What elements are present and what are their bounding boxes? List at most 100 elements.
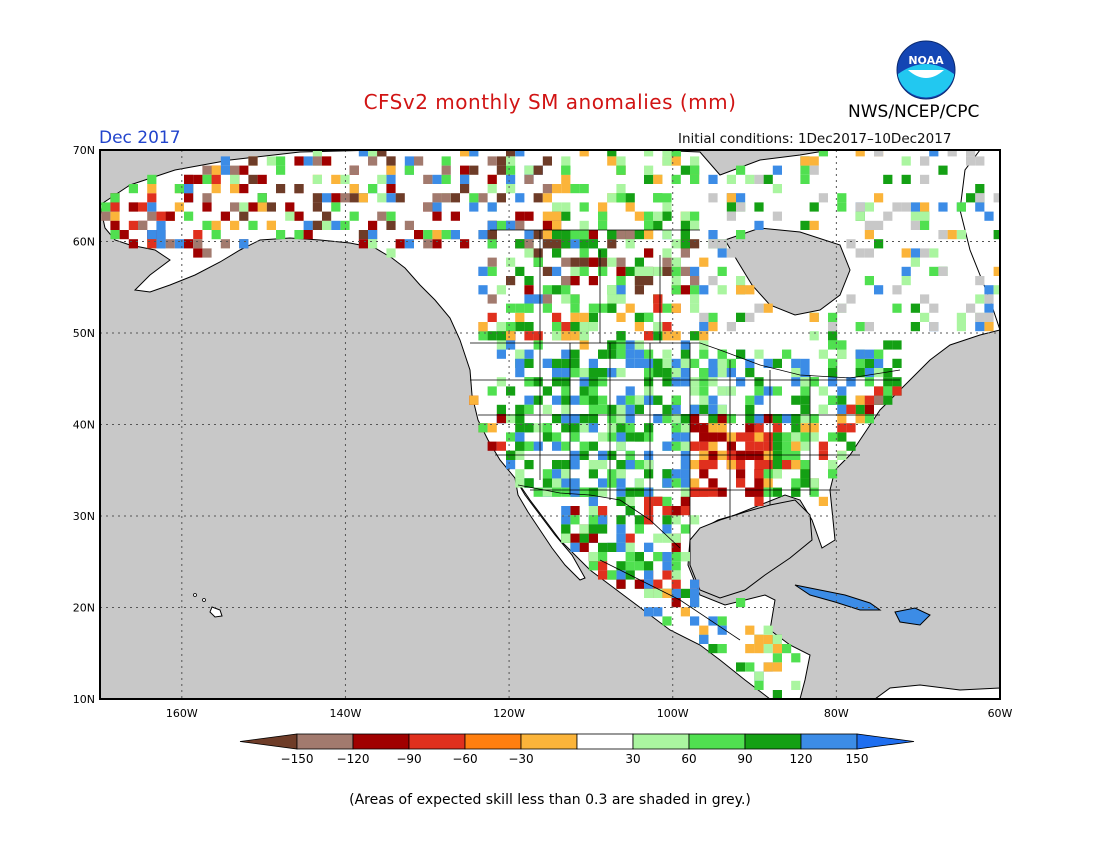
anomaly-cell [800,460,810,470]
anomaly-cell [552,441,562,451]
anomaly-cell [515,432,525,442]
anomaly-cell [671,276,681,286]
anomaly-cell [128,220,138,230]
anomaly-cell [855,322,865,332]
hudson-bay [724,227,851,316]
anomaly-cell [837,349,847,359]
anomaly-cell [515,312,525,322]
anomaly-cell [478,423,488,433]
anomaly-cell [772,358,782,368]
anomaly-cell [956,202,966,212]
land-baja-california [514,477,586,581]
anomaly-cell [680,248,690,258]
anomaly-cell [533,257,543,267]
colorbar-tick-label: 90 [737,752,752,766]
anomaly-cell [920,211,930,221]
anomaly-cell [680,165,690,175]
anomaly-cell [110,211,120,221]
anomaly-cell [570,432,580,442]
anomaly-cell [644,542,654,552]
anomaly-cell [662,202,672,212]
anomaly-cell [699,432,709,442]
anomaly-cell [800,174,810,184]
anomaly-cell [598,220,608,230]
anomaly-cell [570,184,580,194]
anomaly-cell [828,395,838,405]
anomaly-cell [552,211,562,221]
anomaly-cell [864,276,874,286]
anomaly-cell [542,156,552,166]
latitude-label: 10N [73,693,95,706]
anomaly-cell [690,598,700,608]
anomaly-cell [515,358,525,368]
anomaly-cell [598,266,608,276]
anomaly-cell [561,174,571,184]
anomaly-cell [174,184,184,194]
anomaly-cell [515,211,525,221]
latitude-labels: 70N 60N 50N 40N 30N 20N 10N [73,144,95,706]
anomaly-cell [699,404,709,414]
anomaly-cell [598,515,608,525]
anomaly-cell [625,432,635,442]
anomaly-cell [671,303,681,313]
anomaly-cell [818,386,828,396]
anomaly-cell [616,349,626,359]
anomaly-cell [322,193,332,203]
anomaly-cell [634,478,644,488]
anomaly-cell [644,395,654,405]
anomaly-cell [487,230,497,240]
anomaly-cell [662,322,672,332]
anomaly-cell [717,423,727,433]
anomaly-cell [588,423,598,433]
anomaly-cell [625,423,635,433]
anomaly-cell [616,156,626,166]
anomaly-cell [542,285,552,295]
anomaly-cell [662,552,672,562]
anomaly-cell [598,404,608,414]
masked-cell [910,220,920,230]
anomaly-cell [524,395,534,405]
anomaly-cell [708,377,718,387]
anomaly-cell [736,193,746,203]
anomaly-cell [211,165,221,175]
anomaly-cell [791,653,801,663]
anomaly-cell [616,469,626,479]
anomaly-cell [358,230,368,240]
anomaly-cell [644,211,654,221]
anomaly-cell [910,303,920,313]
anomaly-cell [570,276,580,286]
anomaly-cell [358,193,368,203]
anomaly-cell [432,239,442,249]
anomaly-cell [487,331,497,341]
anomaly-cell [772,690,782,699]
colorbar-tick-label: 120 [790,752,813,766]
anomaly-cell [855,150,865,157]
anomaly-cell [598,487,608,497]
anomaly-cell [736,349,746,359]
masked-cell [920,294,930,304]
anomaly-cell [699,460,709,470]
anomaly-cell [570,478,580,488]
anomaly-cell [800,423,810,433]
anomaly-cell [570,303,580,313]
anomaly-cell [864,377,874,387]
anomaly-cell [634,257,644,267]
anomaly-cell [561,239,571,249]
anomaly-cell [552,478,562,488]
masked-cell [837,303,847,313]
anomaly-cell [717,644,727,654]
anomaly-cell [717,285,727,295]
anomaly-cell [331,220,341,230]
anomaly-cell [220,165,230,175]
anomaly-cell [579,414,589,424]
anomaly-cell [708,414,718,424]
colorbar-swatch [520,733,578,750]
anomaly-cell [883,174,893,184]
anomaly-cell [929,150,939,157]
anomaly-cell [579,441,589,451]
anomaly-cell [588,496,598,506]
anomaly-cell [294,184,304,194]
anomaly-cell [598,248,608,258]
anomaly-cell [496,414,506,424]
anomaly-cell [690,239,700,249]
